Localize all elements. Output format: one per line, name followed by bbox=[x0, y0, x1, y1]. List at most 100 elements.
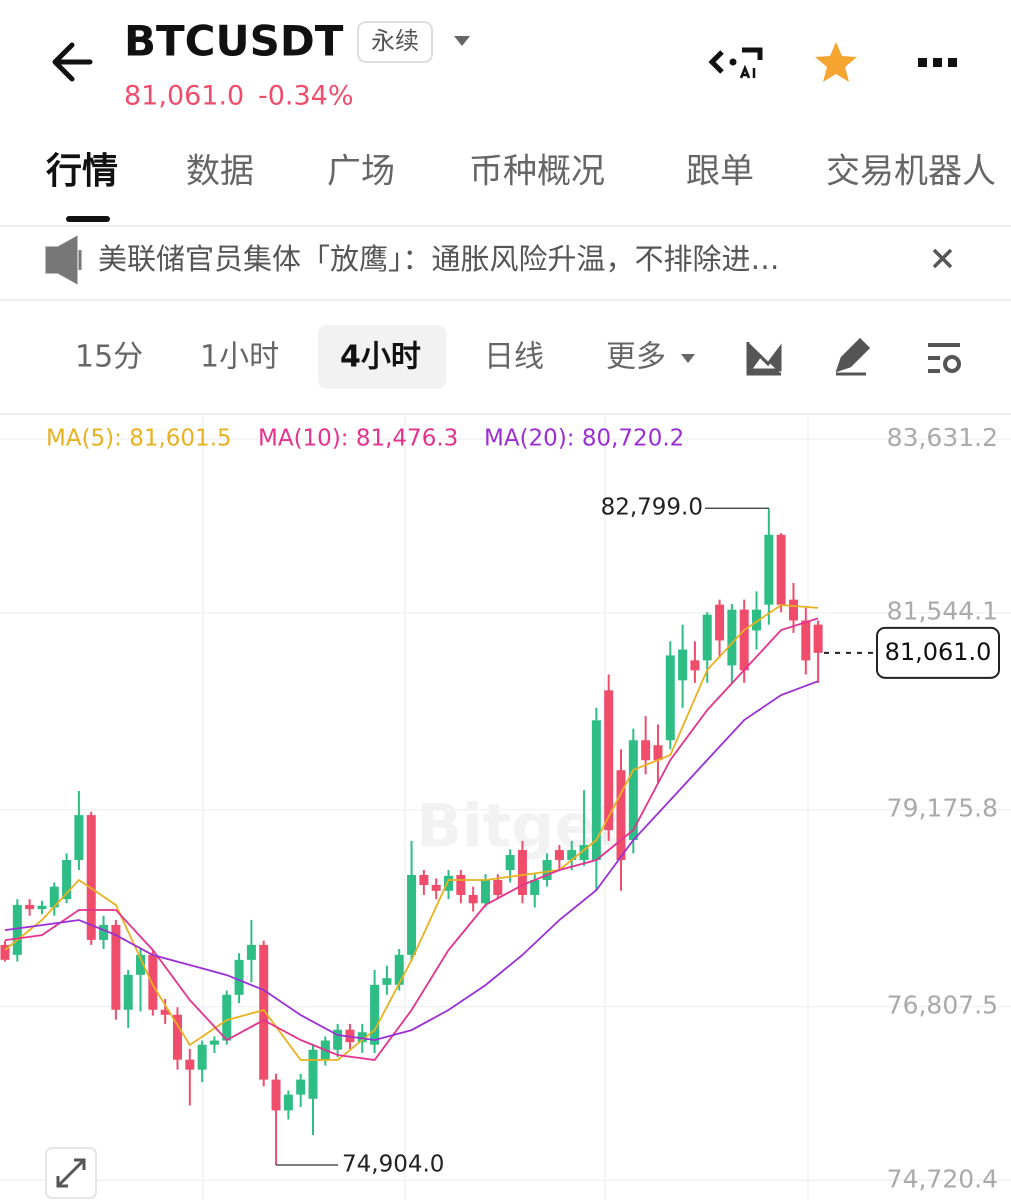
legend-entry: MA(5): 81,601.5 bbox=[46, 426, 232, 452]
more-dropdown[interactable] bbox=[681, 354, 695, 363]
price: 81,061.0 bbox=[124, 81, 244, 112]
tab-active[interactable]: 行情 bbox=[46, 151, 118, 192]
candle-body bbox=[468, 894, 478, 904]
tab[interactable]: 币种概况 bbox=[469, 152, 605, 192]
last-price-label: 81,061.0 bbox=[885, 638, 992, 666]
candle-body bbox=[480, 879, 490, 904]
y-tick-label: 83,631.2 bbox=[887, 423, 998, 452]
tab[interactable]: 交易机器人 bbox=[826, 152, 996, 192]
ma-line bbox=[4, 604, 819, 1061]
interval[interactable]: 15分 bbox=[75, 340, 143, 375]
candle-body bbox=[776, 534, 786, 605]
interval-selected-bg bbox=[318, 325, 446, 389]
y-tick-label: 76,807.5 bbox=[887, 991, 998, 1020]
chart-type-icon[interactable] bbox=[746, 342, 782, 376]
candle-body bbox=[148, 954, 158, 1010]
candle-body bbox=[764, 534, 774, 605]
candle-body bbox=[616, 770, 626, 861]
news-icon bbox=[45, 235, 82, 285]
candle-body bbox=[517, 850, 527, 895]
candle-body bbox=[752, 609, 762, 631]
interval-selected[interactable]: 4小时 bbox=[340, 340, 421, 375]
candle-body bbox=[456, 875, 466, 895]
candle-body bbox=[727, 609, 737, 666]
watermark: Bitget bbox=[416, 792, 623, 862]
candle-body bbox=[678, 649, 688, 681]
back-button[interactable] bbox=[52, 42, 93, 82]
candle-body bbox=[49, 886, 59, 908]
news-text[interactable]: 美联储官员集体「放鹰」：通胀风险升温，不排除进… bbox=[98, 242, 780, 276]
tab-indicator bbox=[66, 216, 110, 222]
candle-body bbox=[813, 624, 823, 653]
badge-box bbox=[357, 21, 433, 63]
candle-body bbox=[283, 1094, 293, 1111]
candle-body bbox=[788, 599, 798, 621]
settings-icon[interactable] bbox=[928, 343, 960, 373]
candle-body bbox=[197, 1044, 207, 1070]
candle-body bbox=[530, 879, 540, 895]
y-tick-label: 79,175.8 bbox=[887, 794, 998, 823]
ma-line bbox=[4, 680, 819, 1041]
candle-body bbox=[99, 924, 109, 940]
candle-body bbox=[0, 944, 10, 960]
candle-body bbox=[665, 655, 675, 741]
chart: 83,631.2 81,544.1 79,175.8 76,807.5 74,720.4… bbox=[0, 423, 1011, 1193]
more-menu[interactable] bbox=[918, 58, 957, 67]
tab[interactable]: 广场 bbox=[327, 152, 395, 192]
candle-body bbox=[123, 974, 133, 1010]
close-news[interactable] bbox=[932, 248, 953, 269]
candle-body bbox=[370, 984, 380, 1045]
interval[interactable]: 日线 bbox=[484, 340, 544, 375]
candle-body bbox=[74, 815, 84, 861]
candle-body bbox=[554, 850, 564, 861]
candle-body bbox=[604, 690, 614, 831]
candle-body bbox=[641, 740, 651, 761]
candle-body bbox=[234, 959, 244, 995]
tab[interactable]: 数据 bbox=[186, 152, 254, 192]
candle-body bbox=[591, 720, 601, 861]
ai-icon[interactable] bbox=[708, 47, 763, 79]
y-tick-label: 81,544.1 bbox=[887, 597, 998, 626]
draw-icon[interactable] bbox=[835, 337, 871, 376]
candle-body bbox=[296, 1079, 306, 1095]
candle-body bbox=[25, 904, 35, 910]
candle-body bbox=[431, 884, 441, 891]
candle-body bbox=[419, 875, 429, 885]
candle-body bbox=[259, 944, 269, 1080]
legend-entry: MA(10): 81,476.3 bbox=[258, 426, 458, 452]
low-label: 74,904.0 bbox=[342, 1151, 444, 1177]
candle-body bbox=[739, 609, 749, 671]
interval[interactable]: 更多 bbox=[606, 340, 666, 375]
candle-body bbox=[333, 1029, 343, 1050]
y-tick-label: 74,720.4 bbox=[887, 1164, 998, 1193]
favorite-star[interactable] bbox=[815, 42, 857, 82]
candle-body bbox=[37, 905, 47, 910]
candle-body bbox=[493, 879, 503, 895]
candle-body bbox=[382, 978, 392, 985]
high-label: 82,799.0 bbox=[601, 495, 703, 521]
candle-body bbox=[801, 620, 811, 661]
candle-body bbox=[136, 954, 146, 975]
candle-body bbox=[185, 1059, 195, 1070]
candle-body bbox=[271, 1079, 281, 1111]
symbol: BTCUSDT bbox=[124, 17, 344, 66]
badge: 永续 bbox=[371, 27, 419, 55]
candle-body bbox=[246, 944, 256, 960]
interval[interactable]: 1小时 bbox=[200, 340, 279, 375]
candle-body bbox=[222, 994, 232, 1041]
candle-body bbox=[407, 875, 417, 955]
tab[interactable]: 跟单 bbox=[686, 152, 754, 192]
candle-body bbox=[308, 1049, 318, 1099]
candle-body bbox=[444, 875, 454, 891]
candle-body bbox=[628, 740, 638, 841]
candle-body bbox=[209, 1040, 219, 1045]
candle-body bbox=[567, 850, 577, 861]
candle-body bbox=[653, 745, 663, 761]
candle-body bbox=[111, 924, 121, 1010]
change: -0.34% bbox=[258, 81, 354, 112]
candle-body bbox=[702, 614, 712, 661]
candle-body bbox=[160, 1009, 170, 1015]
symbol-dropdown[interactable] bbox=[454, 36, 470, 46]
